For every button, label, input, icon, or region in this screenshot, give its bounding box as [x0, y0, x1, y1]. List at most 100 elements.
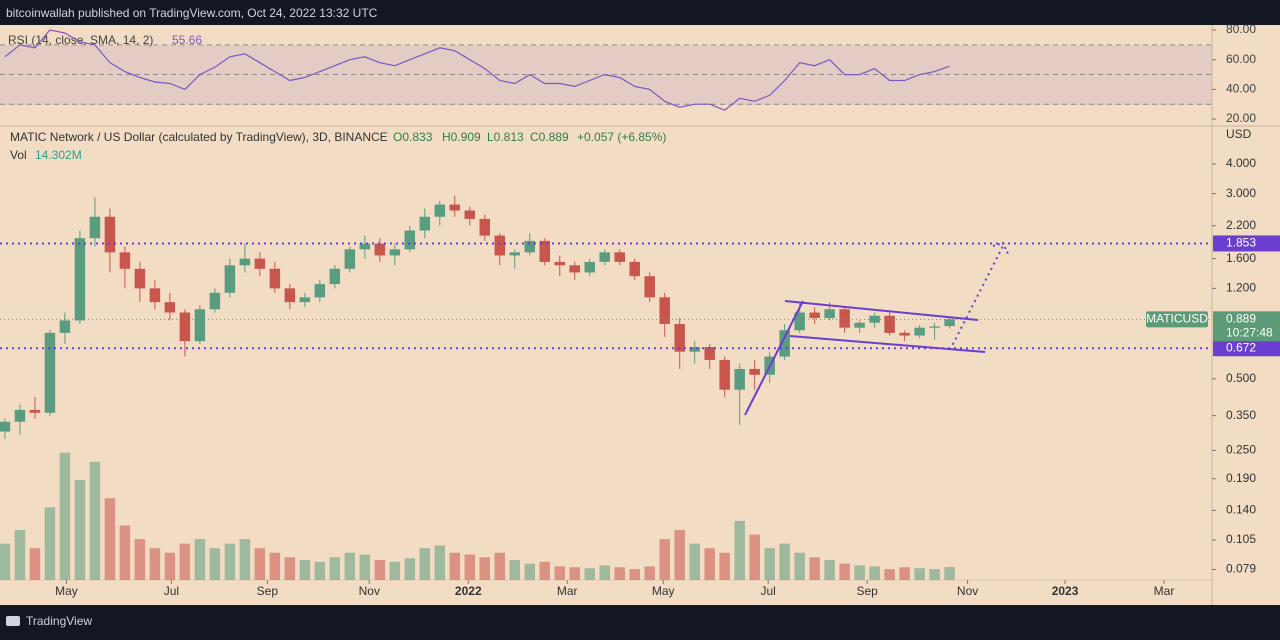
candle-body [284, 288, 296, 303]
candle-body [674, 323, 685, 352]
volume-bar [704, 548, 715, 580]
volume-bar [839, 563, 850, 580]
y-tick-label: 0.350 [1226, 408, 1256, 422]
candle-body [569, 265, 580, 273]
candle-body [449, 204, 461, 211]
y-tick-label: 0.250 [1226, 443, 1256, 457]
y-tick-label: 0.079 [1226, 562, 1256, 576]
candle-body [389, 249, 401, 256]
volume-bar [194, 539, 206, 580]
x-tick-label: Jul [760, 584, 775, 598]
x-tick-label: May [55, 584, 78, 598]
volume-bar [884, 569, 895, 580]
candle-body [839, 309, 850, 328]
x-tick-label: Jul [164, 584, 179, 598]
candle-body [779, 330, 790, 357]
volume-bar [509, 560, 521, 580]
volume-bar [464, 554, 476, 580]
x-tick-label: Mar [557, 584, 578, 598]
y-tick-label: 0.500 [1226, 371, 1256, 385]
candle-body [644, 276, 655, 298]
volume-bar [359, 554, 371, 580]
candle-body [299, 297, 311, 303]
volume-bar [209, 548, 221, 580]
rsi-line [4, 29, 950, 111]
candle-body [344, 249, 356, 269]
volume-bar [494, 552, 506, 580]
candle-body [359, 243, 371, 250]
volume-bar [899, 567, 910, 580]
countdown-label: 10:27:48 [1226, 326, 1273, 340]
volume-bar [569, 567, 580, 580]
ohlc-low: L0.813 [487, 130, 524, 144]
candle-body [809, 312, 820, 319]
candle-body [149, 288, 161, 303]
level-label: 1.853 [1226, 236, 1256, 250]
volume-bar [809, 557, 820, 580]
volume-bar [164, 552, 176, 580]
volume-bar [734, 520, 745, 580]
volume-bar [404, 558, 416, 580]
volume-bar [434, 545, 446, 580]
candle-body [824, 309, 835, 319]
level-label: 0.672 [1226, 340, 1256, 354]
symbol-box [1146, 311, 1208, 328]
last-price-box [1213, 311, 1280, 342]
volume-bar [599, 565, 610, 580]
ohlc-open: O0.833 [393, 130, 433, 144]
candle-body [509, 252, 521, 256]
x-tick-label: Nov [957, 584, 978, 598]
currency-label: USD [1226, 127, 1252, 141]
volume-bar [644, 566, 655, 580]
candle-body [329, 268, 341, 285]
y-tick-label: 1.200 [1226, 281, 1256, 295]
candle-body [179, 312, 191, 342]
volume-bar [614, 567, 625, 580]
volume-bar [554, 566, 565, 580]
candle-body [944, 319, 955, 327]
volume-bar [224, 543, 236, 580]
candle-body [269, 268, 281, 289]
candle-body [74, 238, 86, 321]
volume-bar [779, 543, 790, 580]
candle-body [479, 218, 491, 236]
volume-bar [0, 543, 11, 580]
candle-body [44, 332, 56, 413]
volume-bar [254, 548, 266, 580]
x-tick-label: May [652, 584, 675, 598]
candle-body [224, 265, 236, 293]
rsi-last: 55.66 [172, 33, 202, 47]
volume-bar [479, 557, 491, 580]
candle-body [659, 297, 670, 324]
volume-bar [134, 539, 146, 580]
candle-body [404, 230, 416, 250]
rsi-tick-label: 60.00 [1226, 52, 1256, 66]
y-tick-label: 2.200 [1226, 218, 1256, 232]
publish-info: bitcoinwallah published on TradingView.c… [6, 6, 378, 20]
candle-body [524, 240, 536, 253]
candle-body [119, 252, 131, 269]
channel-top [784, 300, 979, 321]
x-tick-label: 2022 [455, 584, 482, 598]
candle-body [734, 368, 745, 390]
ohlc-high: H0.909 [442, 130, 481, 144]
volume-bar [659, 539, 670, 580]
candle-body [584, 261, 595, 273]
volume-bar [689, 543, 700, 580]
volume-bar [14, 530, 26, 580]
level-label-box [1213, 340, 1280, 357]
volume-bar [119, 525, 131, 580]
volume-bar [389, 561, 401, 580]
volume-bar [149, 548, 161, 580]
candle-body [794, 312, 805, 331]
y-tick-label: 0.105 [1226, 532, 1256, 546]
candle-body [419, 216, 431, 231]
ohlc-change: +0.057 (+6.85%) [577, 130, 666, 144]
volume-bar [749, 534, 760, 580]
candle-body [89, 216, 101, 239]
flagpole [744, 300, 804, 416]
x-tick-label: 2023 [1052, 584, 1079, 598]
volume-bar [824, 560, 835, 580]
candle-body [464, 210, 476, 219]
volume-bar [59, 452, 71, 580]
